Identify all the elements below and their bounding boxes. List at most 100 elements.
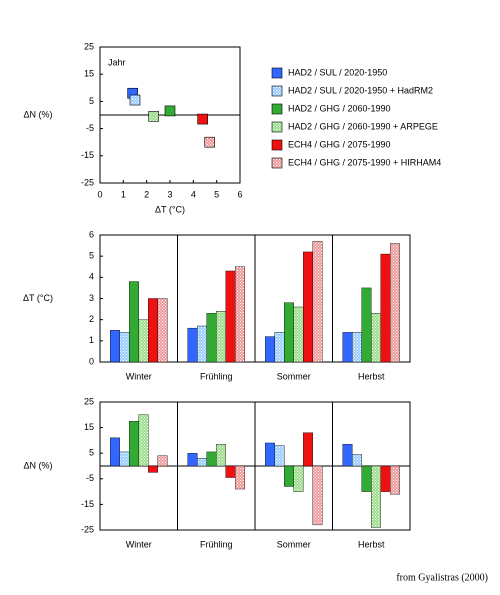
- bar: [138, 414, 149, 467]
- y-tick-label: 15: [84, 422, 94, 432]
- y-tick-label: -15: [81, 150, 94, 160]
- y-tick-label: 1: [89, 335, 94, 345]
- bar: [148, 298, 158, 363]
- bar: [187, 327, 198, 363]
- point: [129, 94, 141, 106]
- y-tick-label: -25: [81, 177, 94, 187]
- bar: [293, 465, 304, 492]
- legend-label: HAD2 / SUL / 2020-1950 + HadRM2: [288, 85, 433, 95]
- y-tick-label: 25: [84, 396, 94, 406]
- y-tick-label: -15: [81, 499, 94, 509]
- x-tick-label: 1: [121, 189, 126, 199]
- legend-swatch: [271, 157, 283, 169]
- bar: [119, 332, 130, 363]
- x-tick-label: 3: [167, 189, 172, 199]
- legend-label: HAD2 / GHG / 2060-1990: [288, 103, 391, 113]
- y-tick-label: 0: [89, 356, 94, 366]
- bar: [371, 465, 381, 528]
- bar: [235, 266, 245, 363]
- bar: [352, 454, 362, 467]
- bar: [390, 465, 400, 495]
- bar: [293, 306, 304, 363]
- bar: [138, 319, 149, 363]
- y-tick-label: 4: [89, 272, 94, 282]
- x-tick-label: Sommer: [277, 539, 311, 549]
- bar: [216, 311, 226, 363]
- point: [204, 136, 215, 148]
- y-axis-label: ΔN (%): [23, 460, 52, 470]
- bar: [312, 241, 323, 363]
- bar: [361, 287, 372, 363]
- bar: [312, 465, 323, 526]
- legend-label: ECH4 / GHG / 2075-1990 + HIRHAM4: [288, 157, 441, 167]
- bar: [206, 451, 217, 467]
- y-tick-label: 5: [89, 251, 94, 261]
- x-tick-label: 4: [191, 189, 196, 199]
- bar: [284, 302, 294, 363]
- legend-swatch: [271, 85, 283, 97]
- legend-swatch: [271, 67, 283, 79]
- bar: [119, 451, 130, 467]
- bar: [187, 453, 198, 467]
- bar: [352, 332, 362, 363]
- bar: [148, 465, 158, 473]
- x-tick-label: Herbst: [358, 539, 385, 549]
- bar: [110, 437, 120, 467]
- legend-label: ECH4 / GHG / 2075-1990: [288, 139, 391, 149]
- bar: [274, 332, 285, 363]
- x-tick-label: Herbst: [358, 371, 385, 381]
- bar: [390, 243, 400, 363]
- y-tick-label: 5: [89, 96, 94, 106]
- y-tick-label: 25: [84, 41, 94, 51]
- y-tick-label: -5: [86, 123, 94, 133]
- bar: [157, 455, 168, 467]
- y-tick-label: 5: [89, 448, 94, 458]
- x-tick-label: Frühling: [200, 539, 233, 549]
- bar: [110, 330, 120, 363]
- y-tick-label: 3: [89, 293, 94, 303]
- bar: [265, 336, 275, 363]
- bar: [371, 313, 381, 363]
- source: from Gyalistras (2000): [396, 572, 488, 583]
- point: [148, 111, 159, 122]
- x-tick-label: 6: [237, 189, 242, 199]
- y-tick-label: 6: [89, 229, 94, 239]
- x-tick-label: Sommer: [277, 371, 311, 381]
- bar: [206, 313, 217, 363]
- legend-swatch: [271, 121, 283, 133]
- y-tick-label: -25: [81, 524, 94, 534]
- y-axis-label: ΔT (°C): [23, 293, 53, 303]
- bar: [342, 444, 353, 467]
- bar: [380, 253, 391, 363]
- x-tick-label: Frühling: [200, 371, 233, 381]
- bar: [216, 444, 226, 467]
- point: [164, 105, 176, 117]
- legend-swatch: [271, 103, 283, 115]
- bar: [303, 251, 313, 363]
- bar: [225, 270, 236, 363]
- bar: [225, 465, 236, 478]
- bar: [284, 465, 294, 487]
- annotation: Jahr: [108, 57, 126, 67]
- bar: [235, 465, 245, 490]
- bar: [157, 298, 168, 363]
- legend-swatch: [271, 139, 283, 151]
- x-tick-label: 2: [144, 189, 149, 199]
- y-tick-label: 15: [84, 69, 94, 79]
- x-axis-label: ΔT (°C): [155, 204, 185, 214]
- bar: [129, 421, 139, 467]
- y-axis-label: ΔN (%): [23, 109, 52, 119]
- legend-label: HAD2 / GHG / 2060-1990 + ARPEGE: [288, 121, 438, 131]
- bar: [342, 332, 353, 363]
- y-tick-label: 2: [89, 314, 94, 324]
- y-tick-label: -5: [86, 473, 94, 483]
- point: [197, 113, 208, 125]
- x-tick-label: 5: [214, 189, 219, 199]
- bar: [265, 442, 275, 467]
- bar: [274, 445, 285, 467]
- bar: [197, 325, 207, 363]
- bar: [129, 281, 139, 363]
- x-tick-label: Winter: [126, 371, 152, 381]
- x-tick-label: 0: [97, 189, 102, 199]
